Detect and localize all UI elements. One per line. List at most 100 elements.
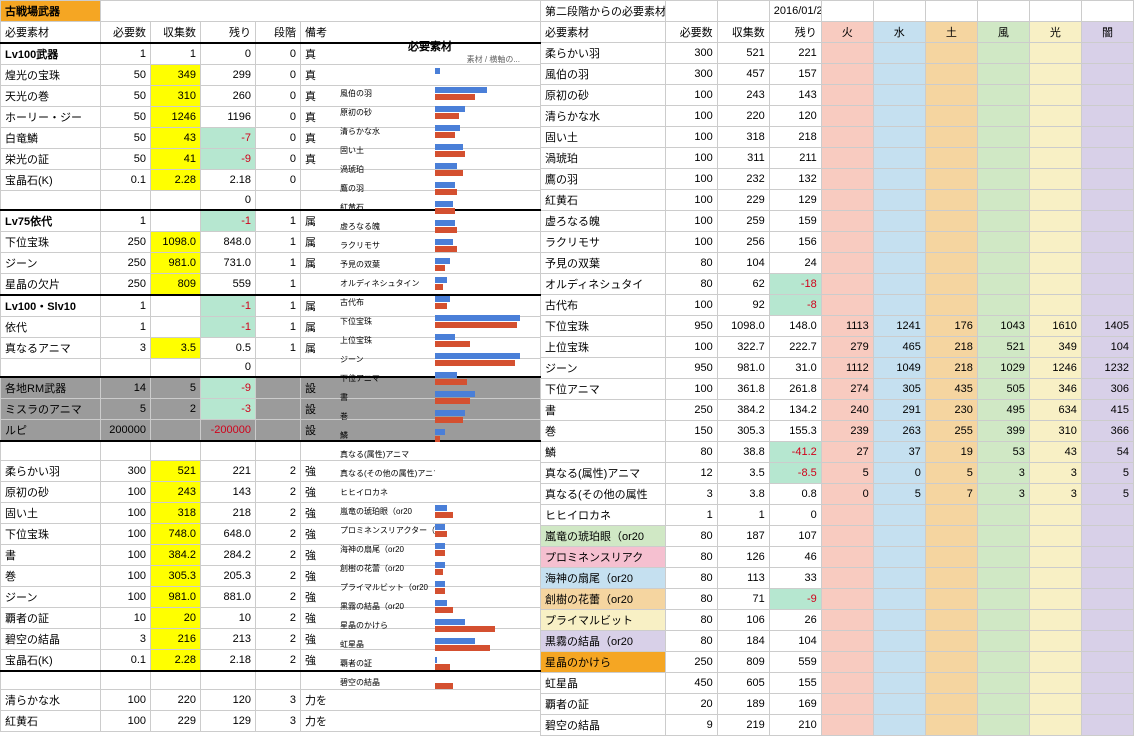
cell: 213 xyxy=(201,628,256,649)
elem-cell xyxy=(821,169,873,190)
cell: 2.18 xyxy=(201,649,256,671)
elem-cell xyxy=(977,295,1029,316)
elem-cell xyxy=(821,295,873,316)
cell: 2 xyxy=(256,586,301,607)
cell: 真なる(属性)アニマ xyxy=(541,463,666,484)
elem-cell xyxy=(1081,106,1133,127)
elem-cell: 399 xyxy=(977,421,1029,442)
cell: 92 xyxy=(717,295,769,316)
elem-cell xyxy=(873,547,925,568)
elem-cell xyxy=(1081,694,1133,715)
cell: 981.0 xyxy=(717,358,769,379)
cell: 書 xyxy=(1,544,101,565)
elem-cell: 255 xyxy=(925,421,977,442)
cell: 星晶の欠片 xyxy=(1,273,101,295)
elem-cell xyxy=(977,232,1029,253)
left-col-header: 必要数 xyxy=(101,22,151,44)
elem-cell xyxy=(925,526,977,547)
chart-label: 真なる(属性)アニマ xyxy=(340,449,435,460)
cell: ジーン xyxy=(1,252,101,273)
cell: 260 xyxy=(201,86,256,107)
right-date: 2016/01/22 xyxy=(769,1,821,22)
elem-cell xyxy=(821,274,873,295)
chart-subtitle: 素材 / 横軸の... xyxy=(340,54,520,65)
elem-cell: 366 xyxy=(1081,421,1133,442)
cell: 80 xyxy=(665,274,717,295)
elem-cell xyxy=(925,127,977,148)
elem-cell xyxy=(821,547,873,568)
elem-cell xyxy=(1029,232,1081,253)
cell: 318 xyxy=(151,502,201,523)
cell: 覇者の証 xyxy=(1,607,101,628)
cell: -9 xyxy=(201,377,256,399)
elem-cell xyxy=(873,43,925,64)
elem-cell xyxy=(873,211,925,232)
cell: 100 xyxy=(665,211,717,232)
cell: 力を xyxy=(301,711,541,732)
elem-cell xyxy=(1081,568,1133,589)
cell: 184 xyxy=(717,631,769,652)
elem-cell xyxy=(821,526,873,547)
cell: 24 xyxy=(769,253,821,274)
elem-cell xyxy=(925,568,977,589)
elem-cell xyxy=(977,505,1029,526)
elem-cell: 263 xyxy=(873,421,925,442)
cell: 187 xyxy=(717,526,769,547)
cell: 柔らかい羽 xyxy=(1,460,101,481)
elem-cell: 5 xyxy=(821,463,873,484)
cell: 521 xyxy=(717,43,769,64)
elem-cell xyxy=(977,148,1029,169)
elem-cell xyxy=(1029,295,1081,316)
elem-cell xyxy=(873,526,925,547)
cell: 0 xyxy=(769,505,821,526)
elem-cell xyxy=(977,547,1029,568)
elem-cell xyxy=(1029,253,1081,274)
cell: 2 xyxy=(256,565,301,586)
cell: 256 xyxy=(717,232,769,253)
elem-cell xyxy=(821,43,873,64)
elem-cell xyxy=(977,211,1029,232)
cell: 80 xyxy=(665,568,717,589)
elem-cell xyxy=(925,64,977,85)
cell: 1098.0 xyxy=(151,231,201,252)
elem-cell: 5 xyxy=(1081,484,1133,505)
cell xyxy=(256,377,301,399)
cell: 62 xyxy=(717,274,769,295)
elem-cell: 305 xyxy=(873,379,925,400)
cell: 1 xyxy=(256,273,301,295)
cell: 書 xyxy=(541,400,666,421)
cell xyxy=(151,210,201,232)
cell: 0.5 xyxy=(201,337,256,358)
elem-cell: 176 xyxy=(925,316,977,337)
cell: 2.18 xyxy=(201,170,256,191)
cell: -8.5 xyxy=(769,463,821,484)
elem-cell xyxy=(1081,526,1133,547)
chart-label: 原初の砂 xyxy=(340,107,435,118)
elem-cell: 521 xyxy=(977,337,1029,358)
elem-cell xyxy=(1081,673,1133,694)
cell: 189 xyxy=(717,694,769,715)
cell: 305.3 xyxy=(151,565,201,586)
elem-cell: 230 xyxy=(925,400,977,421)
cell: 3 xyxy=(256,711,301,732)
elem-cell xyxy=(1029,169,1081,190)
elem-cell xyxy=(925,190,977,211)
cell: 104 xyxy=(769,631,821,652)
cell: 0 xyxy=(256,128,301,149)
cell: 清らかな水 xyxy=(1,690,101,711)
cell: 981.0 xyxy=(151,252,201,273)
elem-cell xyxy=(1029,148,1081,169)
elem-cell: 218 xyxy=(925,358,977,379)
elem-cell xyxy=(821,652,873,673)
elem-cell: 3 xyxy=(977,463,1029,484)
cell: 43 xyxy=(151,128,201,149)
cell: 300 xyxy=(665,43,717,64)
cell: 159 xyxy=(769,211,821,232)
chart-label: 紅黄石 xyxy=(340,202,435,213)
cell: 3 xyxy=(101,337,151,358)
elem-cell xyxy=(977,589,1029,610)
elem-cell xyxy=(821,673,873,694)
cell: 299 xyxy=(201,65,256,86)
chart-label: 創樹の花蕾（or20 xyxy=(340,563,435,574)
chart-label: ヒヒイロカネ xyxy=(340,487,435,498)
